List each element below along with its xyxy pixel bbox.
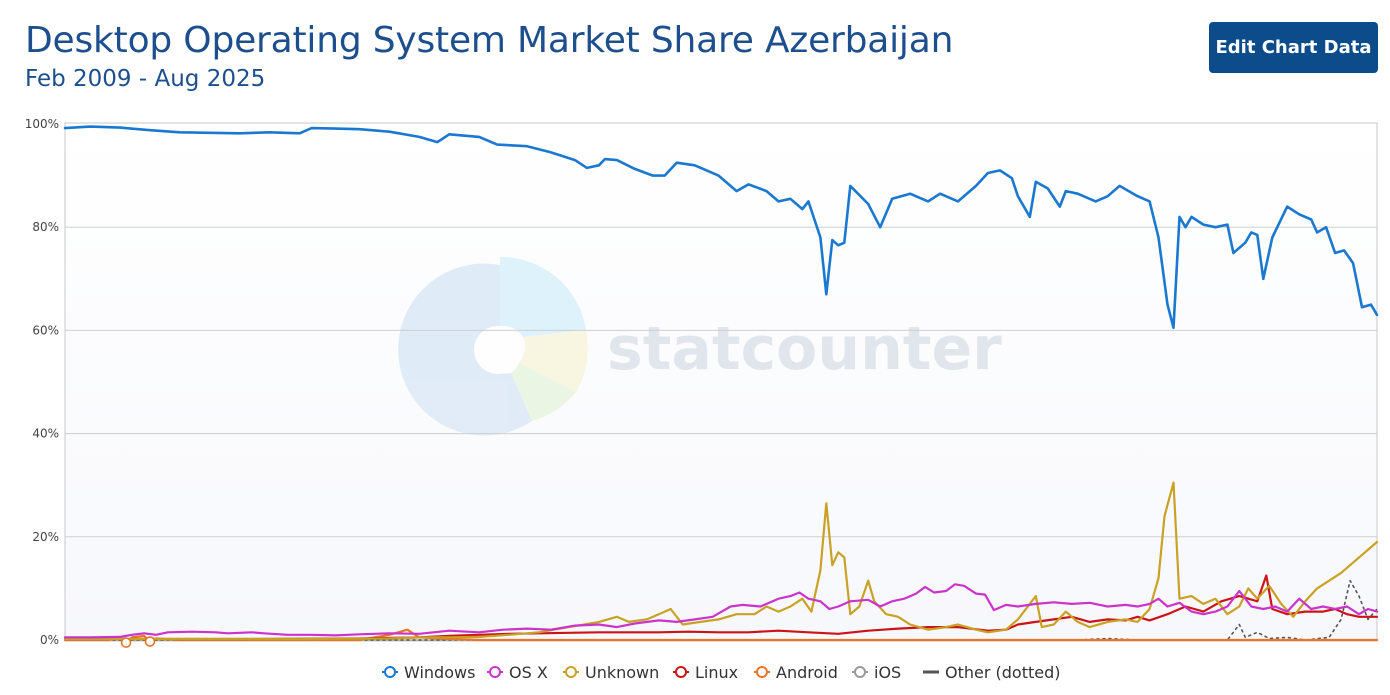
- legend-marker-ios: [854, 666, 866, 678]
- edit-chart-data-button[interactable]: Edit Chart Data: [1209, 22, 1378, 73]
- legend: Windows OS X Unknown Linux Android iOS Other (…: [382, 663, 1061, 682]
- y-tick-label: 60%: [32, 323, 59, 337]
- y-tick-label: 0%: [40, 633, 59, 647]
- y-tick-label: 100%: [25, 117, 59, 131]
- page-title: Desktop Operating System Market Share Az…: [25, 20, 954, 61]
- legend-marker-windows: [384, 666, 396, 678]
- y-axis-labels: 0% 20% 40% 60% 80% 100%: [25, 117, 59, 647]
- legend-label-unknown: Unknown: [585, 663, 659, 682]
- legend-label-os-x: OS X: [509, 663, 548, 682]
- legend-marker-android: [756, 666, 768, 678]
- legend-label-linux: Linux: [695, 663, 738, 682]
- android-marker: [120, 637, 132, 648]
- legend-marker-linux: [675, 666, 687, 678]
- series-line-unknown: [63, 481, 1379, 641]
- legend-label-ios: iOS: [874, 663, 901, 682]
- series-line-os-x: [63, 583, 1379, 639]
- y-tick-label: 20%: [32, 530, 59, 544]
- series-line-linux: [63, 574, 1379, 641]
- legend-marker-os-x: [489, 666, 501, 678]
- y-tick-label: 40%: [32, 427, 59, 441]
- statcounter-watermark: statcounter: [398, 256, 1002, 436]
- legend-label-android: Android: [776, 663, 838, 682]
- series-lines: [63, 125, 1379, 648]
- legend-marker-unknown: [565, 666, 577, 678]
- legend-label-other-dotted-: Other (dotted): [945, 663, 1061, 682]
- watermark-text: statcounter: [607, 314, 1002, 384]
- page-subtitle: Feb 2009 - Aug 2025: [25, 66, 266, 92]
- series-line-windows: [63, 125, 1379, 330]
- android-marker: [144, 636, 156, 647]
- legend-label-windows: Windows: [404, 663, 475, 682]
- plot-area: [64, 122, 1378, 642]
- y-tick-label: 80%: [32, 220, 59, 234]
